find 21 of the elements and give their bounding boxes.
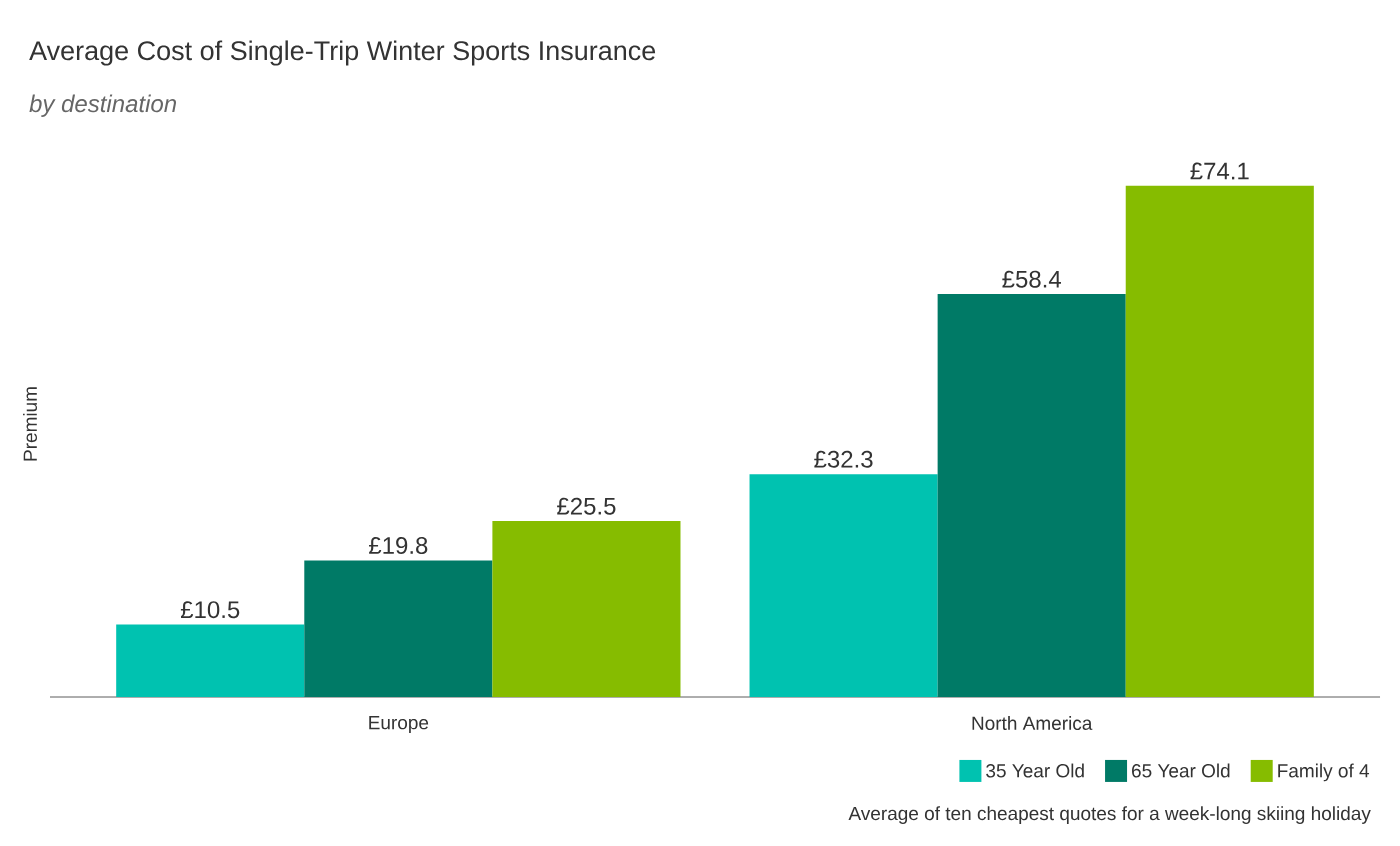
data-label: £74.1 [1190,162,1249,180]
y-axis-title: Premium [23,387,37,461]
legend-label: Family of 4 [1278,763,1370,782]
data-label: £58.4 [1002,270,1061,288]
chart-title: Average Cost of Single-Trip Winter Sports Insurance [29,40,656,66]
text: Average of ten cheapest quotes for a week-long skiing holiday [848,806,1371,824]
data-label: £19.8 [369,537,428,554]
x-tick-label: Europe [369,716,429,734]
bar [492,521,681,697]
chart-subtitle: by destination [29,94,177,117]
bar [749,474,938,697]
bar [116,624,305,697]
data-label: £25.5 [557,497,616,515]
data-label: £32.3 [814,450,873,468]
bar [937,294,1126,697]
bar [304,560,493,697]
x-tick-label: North America [972,716,1093,731]
legend-label: 35 Year Old [986,763,1084,778]
bar [1125,185,1314,697]
legend-label: 65 Year Old [1132,763,1230,778]
data-label: £10.5 [180,601,240,619]
